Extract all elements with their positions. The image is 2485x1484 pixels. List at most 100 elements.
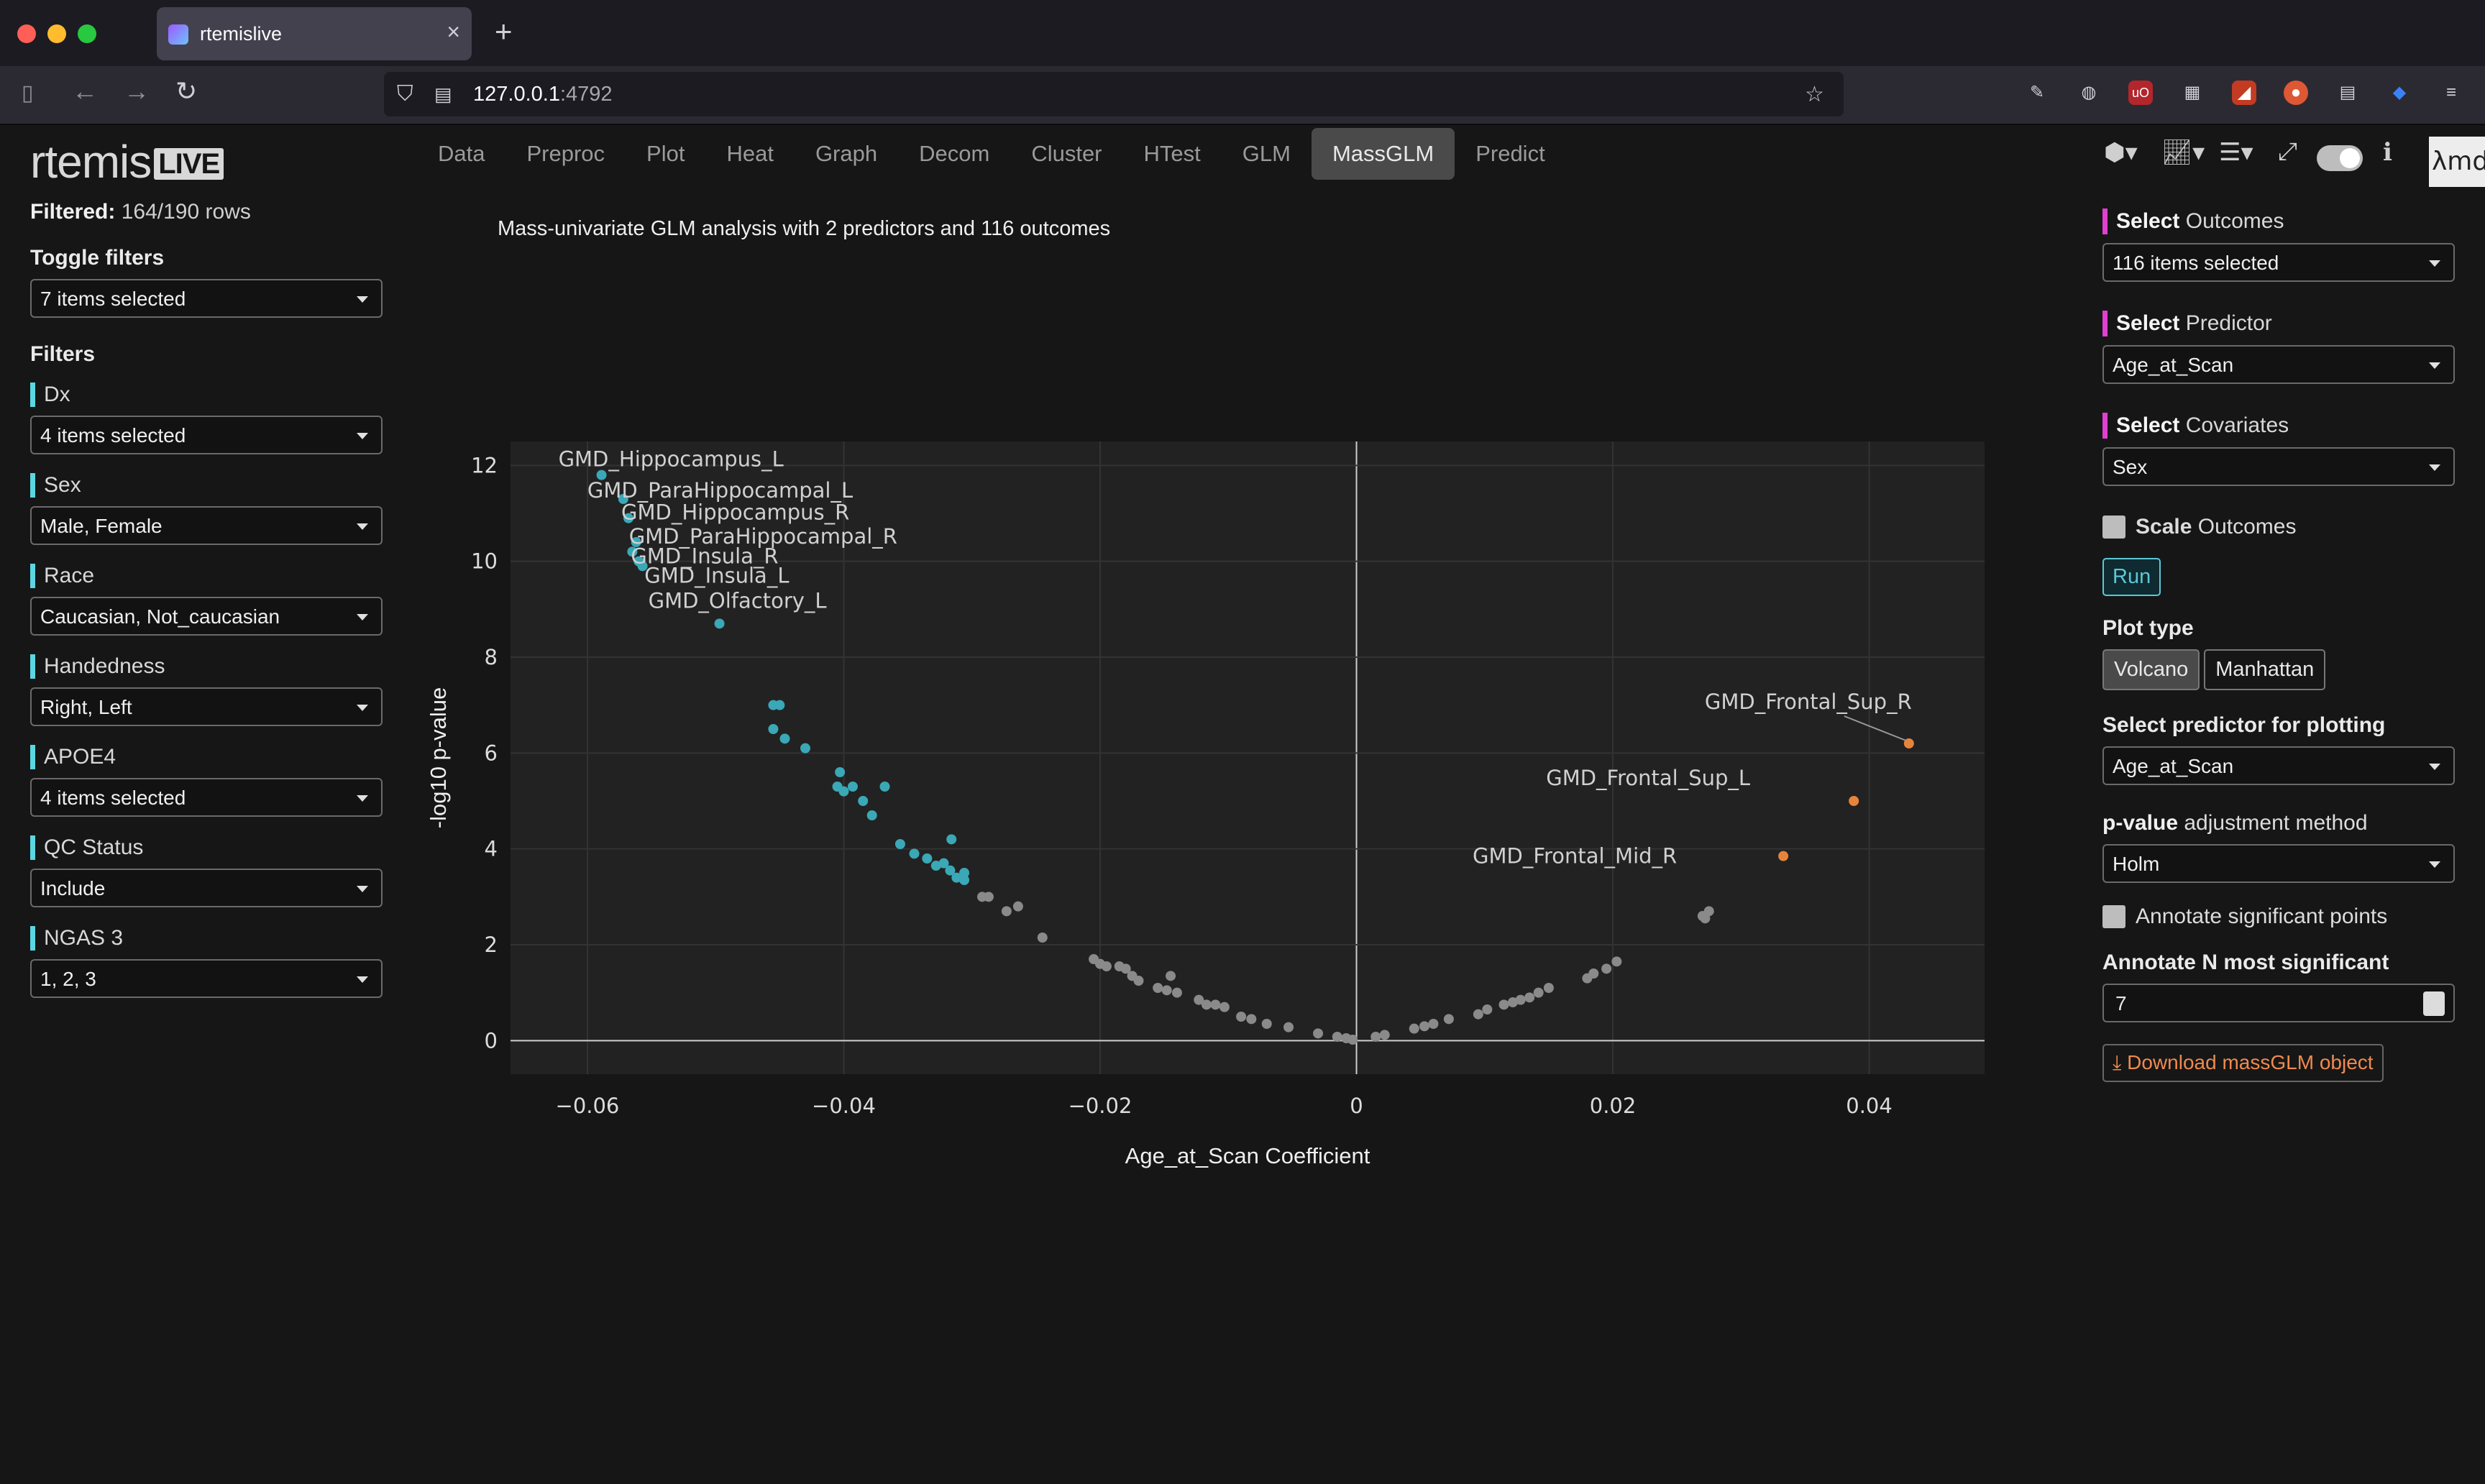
data-point[interactable] <box>1037 933 1048 943</box>
data-point[interactable] <box>866 810 877 820</box>
data-point[interactable] <box>1332 1032 1342 1042</box>
menu-icon[interactable]: ≡ <box>2445 83 2456 102</box>
data-point[interactable] <box>1849 796 1859 806</box>
data-point[interactable] <box>1515 994 1526 1005</box>
scale-outcomes-checkbox[interactable]: Scale Outcomes <box>2102 515 2455 539</box>
data-point[interactable] <box>774 700 785 710</box>
data-point[interactable] <box>1236 1012 1247 1022</box>
tab-preproc[interactable]: Preproc <box>526 141 605 166</box>
data-point[interactable] <box>835 767 846 777</box>
data-point[interactable] <box>631 537 641 547</box>
data-point[interactable] <box>946 834 957 845</box>
pvalue-method-select[interactable]: Holm <box>2102 844 2455 883</box>
data-point[interactable] <box>1347 1035 1358 1045</box>
data-point[interactable] <box>627 546 638 557</box>
plot-type-volcano-button[interactable]: Volcano <box>2102 649 2200 690</box>
filter-select[interactable]: Caucasian, Not_caucasian <box>30 597 383 636</box>
data-point[interactable] <box>945 865 956 876</box>
data-point[interactable] <box>779 733 790 744</box>
filter-select[interactable]: Male, Female <box>30 506 383 545</box>
data-point[interactable] <box>1379 1030 1390 1040</box>
document-icon[interactable]: ▤ <box>2339 83 2356 102</box>
data-point[interactable] <box>1001 906 1012 917</box>
data-point[interactable] <box>1261 1019 1272 1029</box>
data-point[interactable] <box>847 782 858 792</box>
browser-tab[interactable]: rtemislive × <box>157 7 472 60</box>
data-point[interactable] <box>1601 963 1612 974</box>
expand-icon[interactable]: ⤢ <box>2278 138 2298 165</box>
filter-select[interactable]: 1, 2, 3 <box>30 959 383 998</box>
data-point[interactable] <box>1409 1023 1419 1034</box>
tab-graph[interactable]: Graph <box>815 141 878 166</box>
info-icon[interactable]: ℹ <box>2383 139 2392 166</box>
data-point[interactable] <box>983 892 994 902</box>
minimize-window-button[interactable] <box>47 24 66 43</box>
duckduckgo-icon[interactable]: ● <box>2284 81 2308 105</box>
data-point[interactable] <box>959 868 970 878</box>
wrench-icon[interactable]: ✎ <box>2029 83 2045 102</box>
tab-cluster[interactable]: Cluster <box>1031 141 1102 166</box>
data-point[interactable] <box>1283 1022 1294 1032</box>
list-dropdown-icon[interactable]: ☰▾ <box>2219 139 2253 166</box>
data-point[interactable] <box>909 848 920 859</box>
forward-icon[interactable]: → <box>124 76 150 106</box>
data-point[interactable] <box>1171 987 1182 998</box>
data-point[interactable] <box>930 861 941 871</box>
data-point[interactable] <box>1498 999 1509 1010</box>
data-point[interactable] <box>1101 961 1112 971</box>
data-point[interactable] <box>596 470 607 480</box>
data-point[interactable] <box>1161 985 1172 996</box>
data-point[interactable] <box>894 839 905 849</box>
data-point[interactable] <box>858 796 869 806</box>
data-point[interactable] <box>1166 971 1176 981</box>
data-point[interactable] <box>1700 913 1711 924</box>
data-point[interactable] <box>800 743 810 754</box>
extension-red-icon[interactable]: ◢ <box>2232 81 2256 105</box>
data-point[interactable] <box>1508 997 1518 1007</box>
data-point[interactable] <box>1611 956 1622 967</box>
grid-extension-icon[interactable]: ▦ <box>2184 83 2201 102</box>
reload-icon[interactable]: ↻ <box>175 76 198 106</box>
checkbox[interactable] <box>2102 516 2125 539</box>
data-point[interactable] <box>1246 1014 1257 1025</box>
tab-htest[interactable]: HTest <box>1143 141 1201 166</box>
data-point[interactable] <box>922 853 933 864</box>
tab-massglm[interactable]: MassGLM <box>1311 128 1455 180</box>
download-button[interactable]: ⤓ Download massGLM object <box>2102 1044 2384 1082</box>
tab-plot[interactable]: Plot <box>646 141 685 166</box>
data-point[interactable] <box>1133 976 1144 986</box>
data-point[interactable] <box>1443 1014 1454 1025</box>
data-point[interactable] <box>1903 738 1914 748</box>
filter-select[interactable]: 4 items selected <box>30 416 383 454</box>
data-point[interactable] <box>1210 999 1221 1010</box>
checkbox[interactable] <box>2102 905 2125 928</box>
data-point[interactable] <box>637 561 648 572</box>
data-point[interactable] <box>1153 983 1163 993</box>
theme-toggle[interactable] <box>2317 145 2363 171</box>
data-point[interactable] <box>959 875 970 885</box>
filter-select[interactable]: 4 items selected <box>30 778 383 817</box>
new-tab-icon[interactable]: + <box>495 14 513 48</box>
tab-glm[interactable]: GLM <box>1242 141 1291 166</box>
plot-predictor-select[interactable]: Age_at_Scan <box>2102 746 2455 785</box>
predictor-select[interactable]: Age_at_Scan <box>2102 345 2455 384</box>
tab-data[interactable]: Data <box>438 141 485 166</box>
tab-decom[interactable]: Decom <box>919 141 990 166</box>
cube-dropdown-icon[interactable]: ⬢▾ <box>2104 139 2138 166</box>
data-point[interactable] <box>623 513 633 523</box>
zoom-window-button[interactable] <box>78 24 96 43</box>
extension-blue-icon[interactable]: ◆ <box>2392 83 2407 102</box>
data-point[interactable] <box>1219 1002 1230 1012</box>
annotate-significant-checkbox[interactable]: Annotate significant points <box>2102 904 2455 929</box>
tab-close-icon[interactable]: × <box>447 19 460 45</box>
data-point[interactable] <box>618 494 628 504</box>
data-point[interactable] <box>1370 1032 1381 1042</box>
close-window-button[interactable] <box>17 24 36 43</box>
data-point[interactable] <box>1419 1021 1429 1032</box>
url-bar[interactable]: ⛉ ▤ 127.0.0.1:4792 ☆ <box>384 72 1844 116</box>
data-point[interactable] <box>1201 999 1212 1010</box>
data-point[interactable] <box>1120 963 1131 974</box>
sidebar-toggle-icon[interactable]: ▯ <box>22 81 34 105</box>
data-point[interactable] <box>1012 901 1023 912</box>
bookmark-star-icon[interactable]: ☆ <box>1805 83 1824 106</box>
